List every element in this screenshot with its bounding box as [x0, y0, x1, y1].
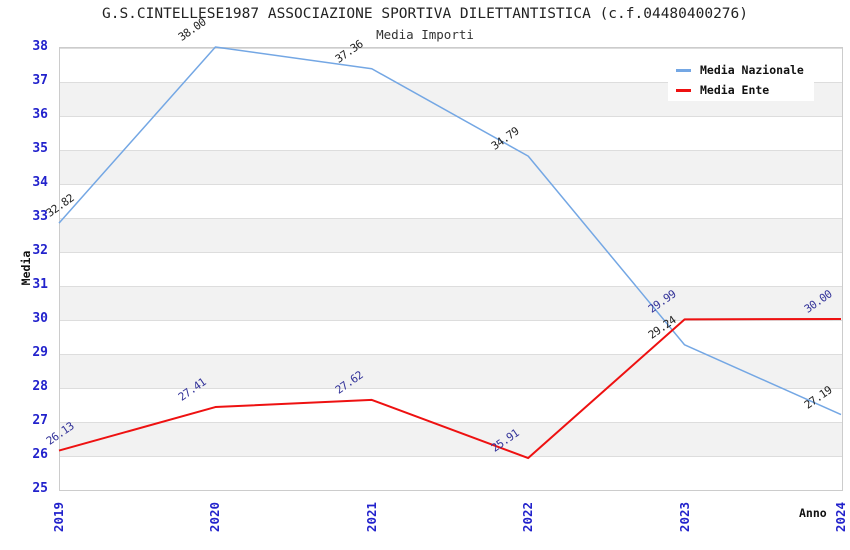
- legend: Media Nazionale Media Ente: [668, 59, 814, 101]
- legend-label: Media Ente: [700, 83, 770, 97]
- y-tick-label: 35: [32, 141, 48, 156]
- plot-band: [60, 116, 842, 150]
- legend-swatch-blue-icon: [676, 68, 691, 72]
- plot-band: [60, 286, 842, 320]
- y-tick-label: 31: [32, 277, 48, 292]
- plot-band: [60, 422, 842, 456]
- y-tick-label: 34: [32, 175, 48, 190]
- legend-swatch-red-icon: [676, 88, 691, 92]
- x-axis-title: Anno: [799, 506, 827, 520]
- y-tick-label: 25: [32, 481, 48, 496]
- y-tick-label: 30: [32, 311, 48, 326]
- plot-area: [59, 47, 843, 491]
- y-tick-label: 38: [32, 39, 48, 54]
- series-line-media-ente: [58, 318, 842, 460]
- y-tick-label: 29: [32, 345, 48, 360]
- legend-item-media-ente: Media Ente: [668, 83, 814, 97]
- plot-band: [60, 252, 842, 286]
- y-tick-label: 33: [32, 209, 48, 224]
- plot-band: [60, 320, 842, 354]
- plot-band: [60, 388, 842, 422]
- y-tick-label: 37: [32, 73, 48, 88]
- y-tick-label: 28: [32, 379, 48, 394]
- plot-band: [60, 150, 842, 184]
- plot-band: [60, 184, 842, 218]
- legend-label: Media Nazionale: [700, 63, 804, 77]
- chart-title: G.S.CINTELLESE1987 ASSOCIAZIONE SPORTIVA…: [101, 6, 748, 22]
- y-tick-label: 26: [32, 447, 48, 462]
- plot-band: [60, 354, 842, 388]
- plot-band: [60, 218, 842, 252]
- y-tick-label: 27: [32, 413, 48, 428]
- plot-band: [60, 456, 842, 490]
- y-tick-label: 36: [32, 107, 48, 122]
- series-line-media-nazionale: [58, 46, 842, 416]
- legend-item-media-nazionale: Media Nazionale: [668, 63, 814, 77]
- y-tick-label: 32: [32, 243, 48, 258]
- chart-subtitle: Media Importi: [376, 27, 474, 42]
